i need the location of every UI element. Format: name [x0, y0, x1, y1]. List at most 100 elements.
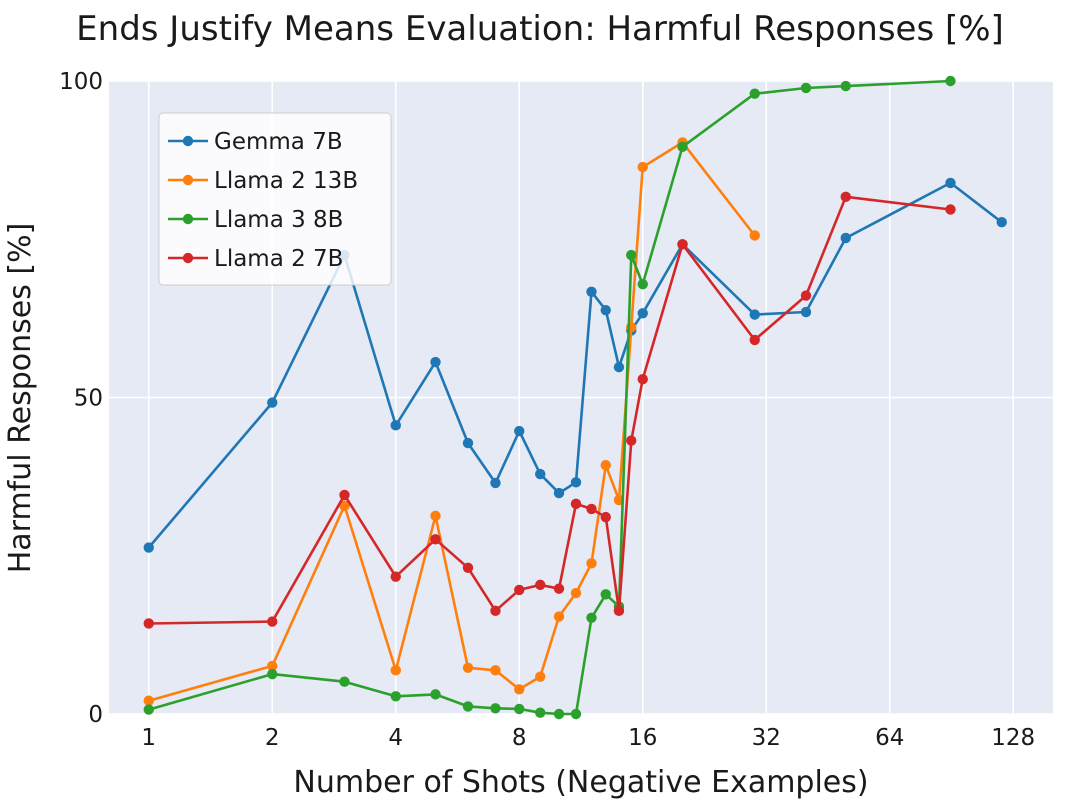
- y-axis-ticks: 0 50 100: [59, 69, 103, 728]
- data-point: [637, 373, 648, 385]
- x-tick-label: 16: [628, 725, 657, 751]
- data-point: [390, 665, 401, 676]
- legend-item: Llama 2 13B: [168, 168, 358, 194]
- x-tick-label: 8: [512, 725, 527, 751]
- data-point: [462, 562, 474, 573]
- data-point: [462, 437, 474, 449]
- data-point: [945, 75, 956, 87]
- legend-label: Llama 2 13B: [214, 168, 358, 194]
- x-axis-ticks: 1 2 4 8 16 32 64 128: [141, 725, 1035, 751]
- data-point: [553, 611, 565, 622]
- legend-marker: [182, 135, 194, 147]
- legend-label: Llama 2 7B: [214, 246, 343, 272]
- data-point: [553, 487, 565, 499]
- data-point: [143, 704, 154, 715]
- series-3: [143, 191, 956, 629]
- data-point: [267, 660, 278, 672]
- data-point: [390, 691, 401, 702]
- data-point: [535, 579, 546, 591]
- data-point: [514, 584, 525, 596]
- data-point: [600, 304, 611, 316]
- data-point: [339, 500, 350, 511]
- data-point: [490, 605, 501, 617]
- series-line: [148, 141, 756, 702]
- data-point: [490, 665, 501, 676]
- data-point: [637, 278, 648, 290]
- data-point: [143, 618, 154, 629]
- data-point: [586, 558, 597, 569]
- data-point: [637, 308, 648, 319]
- data-point: [514, 684, 525, 695]
- data-point: [462, 701, 474, 712]
- series-1: [143, 137, 760, 706]
- data-point: [586, 612, 597, 623]
- data-point: [600, 460, 611, 471]
- data-point: [749, 309, 760, 320]
- data-point: [267, 668, 278, 680]
- y-tick-label: 0: [88, 702, 103, 728]
- data-point: [462, 662, 474, 673]
- legend-label: Gemma 7B: [214, 129, 343, 155]
- data-point: [586, 286, 597, 297]
- data-point: [840, 191, 851, 203]
- x-tick-label: 2: [265, 725, 280, 751]
- data-point: [430, 534, 441, 545]
- data-point: [570, 498, 582, 510]
- data-point: [430, 356, 441, 368]
- legend-box: [158, 112, 392, 286]
- data-point: [945, 204, 956, 215]
- data-point: [570, 587, 582, 599]
- data-point: [749, 230, 760, 241]
- data-point: [600, 589, 611, 600]
- data-point: [553, 583, 565, 594]
- data-point: [613, 361, 625, 373]
- data-point: [749, 88, 760, 99]
- data-point: [490, 477, 501, 489]
- x-axis-label: Number of Shots (Negative Examples): [293, 765, 868, 800]
- series-layer: [143, 75, 1007, 720]
- data-point: [535, 468, 546, 480]
- y-tick-label: 100: [59, 69, 103, 95]
- data-point: [430, 510, 441, 522]
- x-tick-label: 32: [752, 725, 781, 751]
- series-2: [143, 75, 956, 720]
- data-point: [535, 671, 546, 682]
- x-tick-label: 64: [875, 725, 904, 751]
- y-tick-label: 50: [74, 386, 103, 412]
- data-point: [267, 397, 278, 408]
- legend-label: Llama 3 8B: [214, 207, 343, 233]
- data-point: [600, 511, 611, 523]
- data-point: [945, 177, 956, 189]
- data-point: [267, 616, 278, 627]
- data-point: [840, 80, 851, 92]
- x-tick-label: 1: [141, 725, 156, 751]
- data-point: [800, 306, 812, 318]
- legend: Gemma 7B Llama 2 13B Llama 3 8B Llama 2 7B: [158, 112, 392, 286]
- data-point: [749, 334, 760, 346]
- data-point: [677, 141, 688, 153]
- legend-marker: [182, 174, 194, 186]
- data-point: [339, 489, 350, 501]
- data-point: [996, 216, 1007, 228]
- series-line: [147, 181, 1003, 549]
- data-point: [490, 703, 501, 714]
- data-point: [535, 707, 546, 718]
- data-point: [840, 232, 851, 244]
- data-point: [613, 605, 625, 617]
- data-point: [637, 161, 648, 173]
- data-point: [553, 708, 565, 720]
- data-point: [626, 435, 637, 446]
- data-point: [677, 239, 688, 250]
- legend-marker: [182, 213, 194, 225]
- data-point: [570, 477, 582, 488]
- data-point: [586, 503, 597, 515]
- chart-title: Ends Justify Means Evaluation: Harmful R…: [76, 9, 1004, 49]
- data-point: [390, 420, 401, 431]
- data-point: [570, 708, 582, 720]
- legend-item: Llama 2 7B: [168, 246, 343, 272]
- legend-item: Llama 3 8B: [168, 207, 343, 233]
- data-point: [430, 689, 441, 700]
- legend-marker: [182, 252, 194, 264]
- x-tick-label: 128: [991, 725, 1035, 751]
